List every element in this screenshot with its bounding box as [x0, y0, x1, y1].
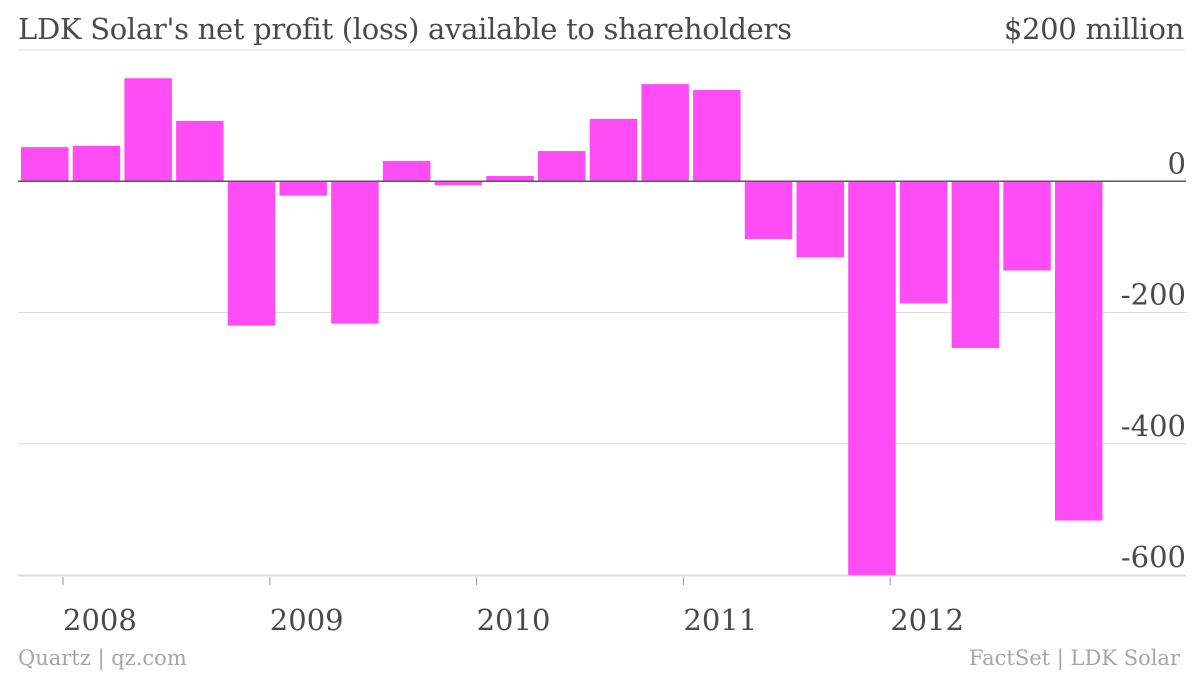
bar: [124, 78, 172, 182]
y-tick-label: -200: [1121, 278, 1186, 312]
bar: [693, 90, 741, 182]
tick-labels: 2008 2009 2010 2011 2012 0 -200 -400 -600: [63, 146, 1186, 637]
bar: [21, 147, 69, 182]
unit-label: $200 million: [1003, 12, 1184, 46]
x-tick-label: 2010: [477, 603, 551, 637]
bar: [538, 151, 586, 182]
x-tick-label: 2008: [63, 603, 137, 637]
bar: [176, 120, 224, 182]
footer-source: FactSet | LDK Solar: [969, 646, 1180, 670]
bar: [848, 181, 896, 575]
bar: [72, 145, 121, 182]
bar: [1003, 181, 1051, 271]
bar: [227, 181, 276, 326]
bar: [279, 181, 327, 196]
bar: [744, 181, 793, 239]
x-tick-label: 2012: [890, 603, 964, 637]
y-tick-label: -600: [1121, 540, 1186, 574]
bar: [434, 181, 483, 186]
footer-credit: Quartz | qz.com: [18, 646, 187, 670]
bar: [589, 118, 638, 182]
bar: [641, 84, 689, 182]
bar: [1055, 181, 1103, 521]
y-tick-label: -400: [1121, 409, 1186, 443]
bar: [951, 181, 1000, 348]
chart-title: LDK Solar's net profit (loss) available …: [18, 12, 792, 46]
bars: [21, 78, 1103, 575]
bar: [331, 181, 379, 324]
bar: [382, 160, 431, 182]
bar: [796, 181, 844, 258]
x-tick-label: 2011: [683, 603, 757, 637]
x-tick-label: 2009: [270, 603, 344, 637]
axes: [18, 180, 1186, 585]
y-tick-label: 0: [1168, 146, 1186, 180]
bar: [486, 176, 534, 182]
bar: [899, 181, 948, 304]
